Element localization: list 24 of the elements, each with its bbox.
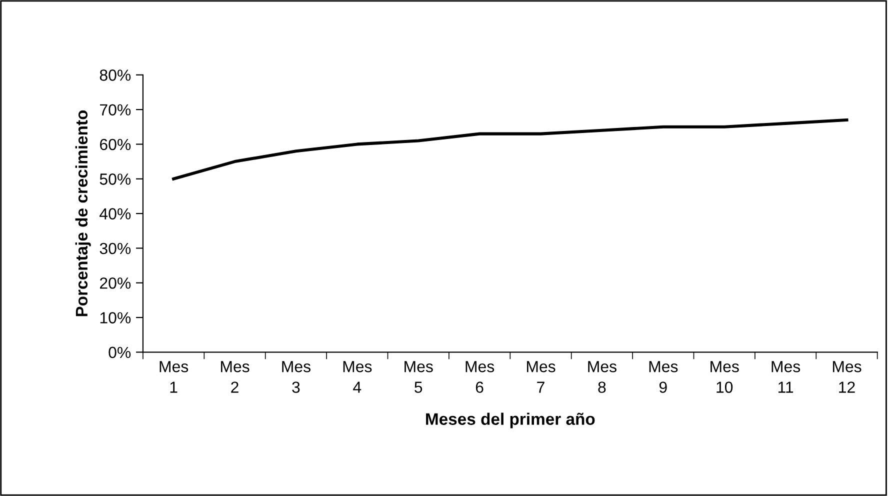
- x-axis-title: Meses del primer año: [426, 412, 595, 428]
- x-tick-label: Mes 10: [710, 361, 739, 393]
- x-tick-label: Mes 8: [588, 361, 616, 393]
- x-tick-label: Mes 12: [832, 361, 862, 393]
- y-tick-label: 70%: [100, 104, 131, 116]
- y-tick-label: 30%: [100, 242, 131, 254]
- x-tick-label: Mes 4: [343, 361, 372, 393]
- x-tick-label: Mes 1: [160, 361, 188, 393]
- y-tick-label: 50%: [100, 174, 131, 185]
- y-tick-label: 0%: [108, 346, 131, 358]
- x-tick-label: Mes 7: [526, 361, 556, 393]
- y-tick-label: 40%: [100, 208, 131, 220]
- x-tick-label: Mes 5: [404, 361, 433, 393]
- x-tick-label: Mes 11: [772, 361, 800, 393]
- x-tick-label: Mes 3: [282, 361, 310, 393]
- x-tick-label: Mes 6: [466, 361, 494, 393]
- y-axis-title: Porcentaje de crecimiento: [75, 110, 91, 316]
- x-tick-label: Mes 2: [220, 361, 250, 393]
- y-tick-label: 80%: [100, 70, 131, 81]
- x-tick-label: Mes 9: [649, 361, 678, 393]
- line-series: [172, 118, 848, 180]
- y-tick-label: 10%: [100, 312, 131, 324]
- y-tick-label: 20%: [100, 277, 131, 289]
- y-tick-label: 60%: [100, 138, 131, 150]
